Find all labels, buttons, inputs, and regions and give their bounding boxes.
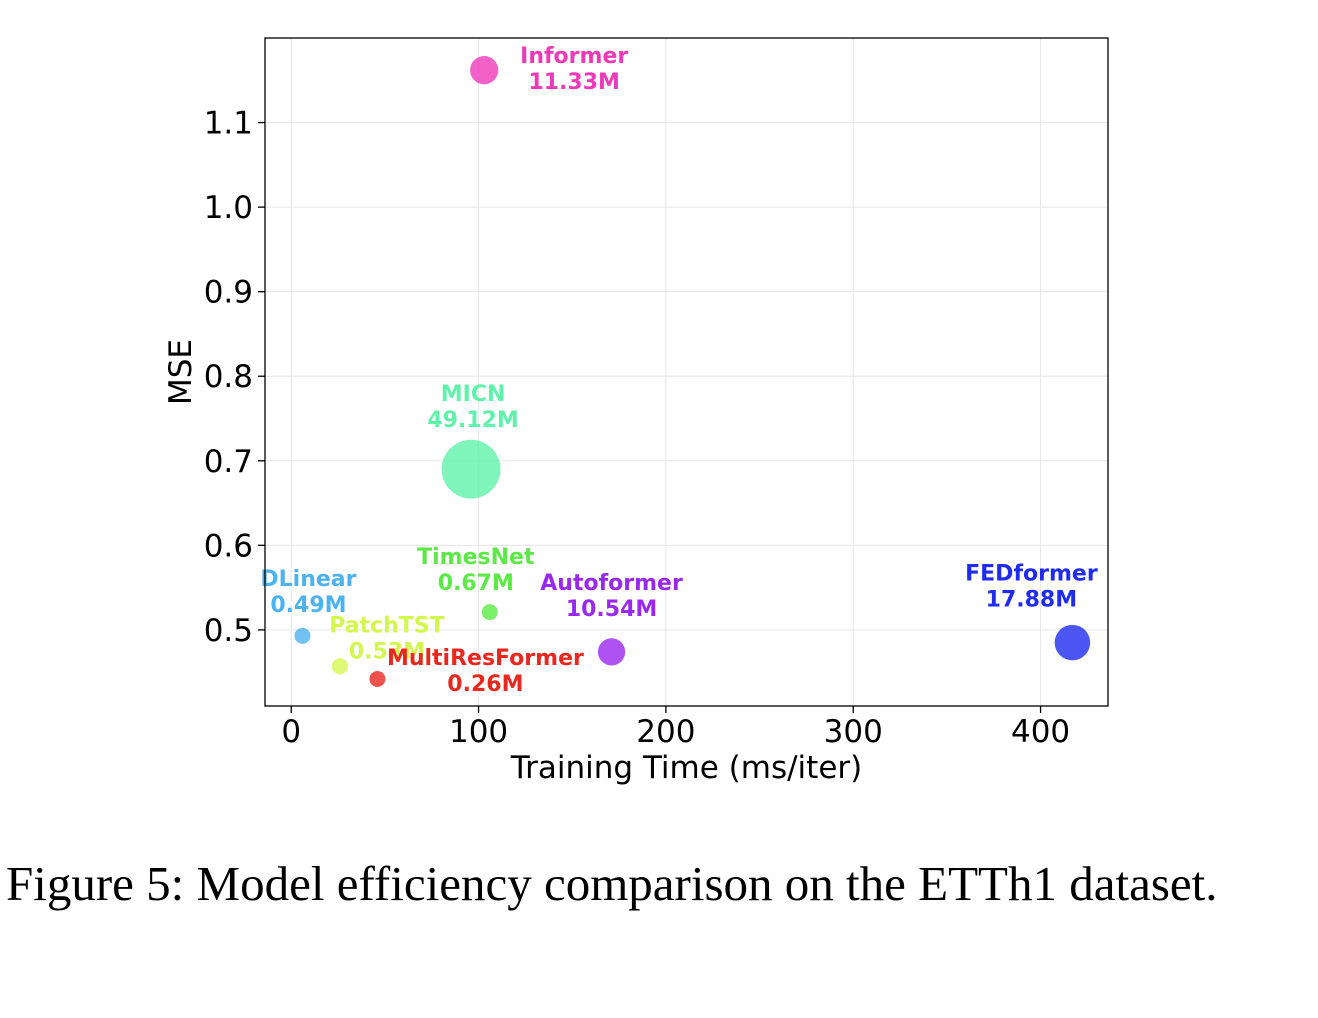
grid-lines xyxy=(265,38,1108,706)
point-label-name: DLinear xyxy=(260,567,356,592)
point-labels: DLinear0.49MPatchTST0.53MMultiResFormer0… xyxy=(260,44,1097,697)
bubble-informer xyxy=(470,55,499,85)
y-tick-label: 1.0 xyxy=(204,190,253,226)
y-tick-label: 0.8 xyxy=(204,359,253,395)
point-label-name: FEDformer xyxy=(965,562,1098,587)
point-label-params: 17.88M xyxy=(986,588,1077,613)
x-axis-title: Training Time (ms/iter) xyxy=(510,750,862,786)
x-tick-label: 200 xyxy=(636,714,695,750)
bubble-multiresformer xyxy=(369,670,386,687)
axis-ticks: 0 100 200 300 400 0.5 0.6 0.7 0.8 0.9 1.0 1.1 xyxy=(204,106,1070,750)
y-tick-label: 0.5 xyxy=(204,613,253,649)
bubble-dlinear xyxy=(294,627,311,644)
bubbles xyxy=(294,55,1091,687)
y-axis-title: MSE xyxy=(163,339,199,405)
bubble-autoformer xyxy=(597,638,626,666)
point-label-name: MultiResFormer xyxy=(387,646,584,671)
plot-frame xyxy=(264,37,1109,707)
point-label-params: 0.26M xyxy=(447,672,523,697)
point-label-params: 0.49M xyxy=(270,593,346,618)
x-tick-label: 300 xyxy=(824,714,883,750)
point-label-params: 49.12M xyxy=(427,408,518,433)
x-tick-label: 400 xyxy=(1011,714,1070,750)
y-tick-label: 0.6 xyxy=(204,528,253,564)
point-label-name: MICN xyxy=(441,382,506,407)
point-label-params: 11.33M xyxy=(528,70,619,95)
x-tick-label: 100 xyxy=(449,714,508,750)
bubble-patchtst xyxy=(331,658,348,675)
point-label-name: TimesNet xyxy=(417,545,535,570)
x-tick-label: 0 xyxy=(281,714,301,750)
point-label-params: 10.54M xyxy=(566,597,657,622)
bubble-micn xyxy=(441,439,501,499)
y-tick-label: 0.7 xyxy=(204,444,253,480)
bubble-timesnet xyxy=(481,604,498,621)
point-label-name: Informer xyxy=(520,44,628,69)
point-label-params: 0.53M xyxy=(349,639,425,664)
figure-caption: Figure 5: Model efficiency comparison on… xyxy=(6,856,1218,911)
point-label-name: Autoformer xyxy=(540,571,683,596)
scatter-chart: DLinear0.49MPatchTST0.53MMultiResFormer0… xyxy=(163,37,1109,786)
y-tick-label: 1.1 xyxy=(204,106,253,142)
point-label-params: 0.67M xyxy=(438,571,514,596)
bubble-fedformer xyxy=(1054,624,1091,661)
point-label-name: PatchTST xyxy=(329,613,444,638)
y-tick-label: 0.9 xyxy=(204,275,253,311)
